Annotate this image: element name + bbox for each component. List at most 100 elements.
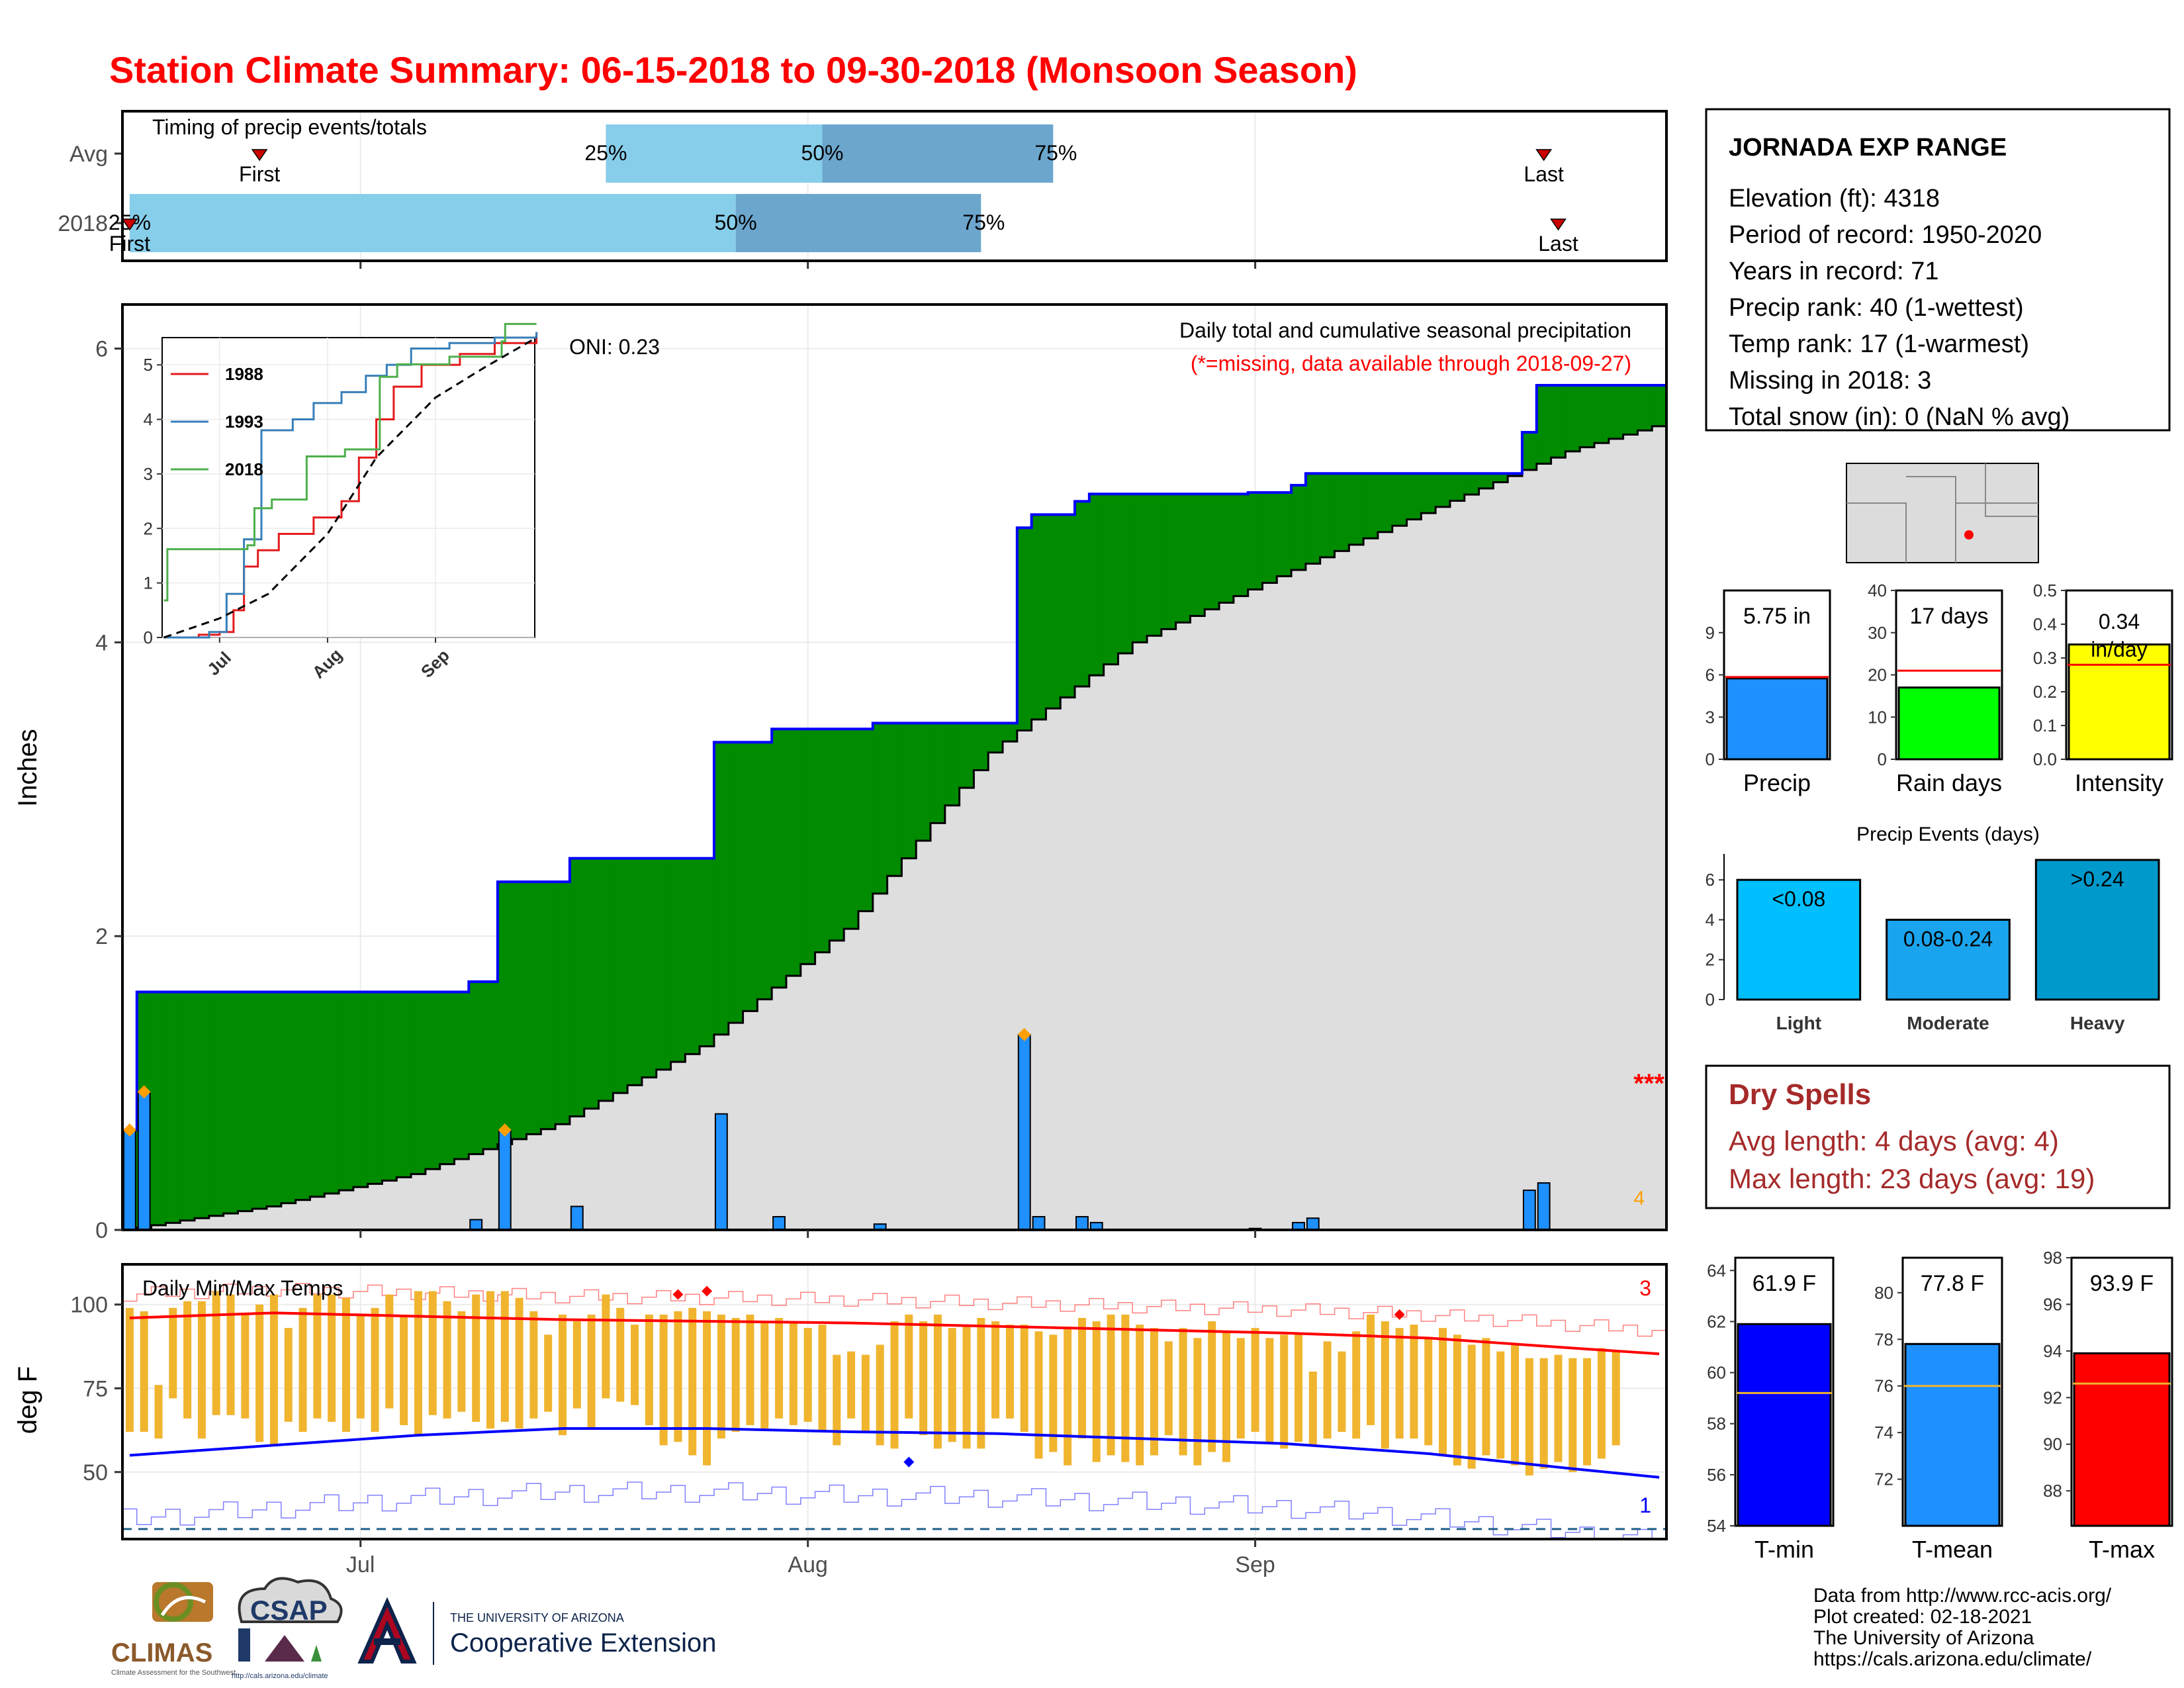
daily-temp-range-bar <box>1049 1335 1058 1452</box>
station-line: Period of record: 1950-2020 <box>1729 221 2042 249</box>
summary-value-label: 93.9 F <box>2090 1271 2154 1296</box>
station-line: Precip rank: 40 (1-wettest) <box>1729 294 2024 322</box>
surplus-segment <box>1377 473 1393 532</box>
precip-event-category: Heavy <box>2070 1013 2125 1033</box>
daily-temp-range-bar <box>356 1314 365 1419</box>
temp-x-tick-label: Jul <box>346 1552 375 1577</box>
station-line: Years in record: 71 <box>1729 258 1939 285</box>
surplus-segment <box>353 992 369 1188</box>
surplus-segment <box>1349 473 1364 545</box>
surplus-segment <box>858 729 874 912</box>
summary-y-tick-label: 62 <box>1707 1311 1726 1331</box>
last-event-marker <box>1550 218 1567 231</box>
surplus-segment <box>887 723 903 876</box>
daily-temp-range-bar <box>890 1321 899 1449</box>
daily-temp-range-bar <box>414 1291 422 1436</box>
record-high-marker <box>1394 1309 1405 1320</box>
summary-y-tick-label: 30 <box>1868 623 1887 643</box>
summary-y-tick-label: 94 <box>2043 1341 2062 1361</box>
dry-spells-box: Dry Spells Avg length: 4 days (avg: 4) M… <box>1705 1064 2171 1209</box>
surplus-segment <box>1089 494 1105 676</box>
surplus-segment <box>1435 473 1451 507</box>
inset-y-tick-label: 5 <box>144 355 153 375</box>
daily-precip-bar <box>772 1216 786 1230</box>
daily-temp-range-bar <box>1077 1317 1086 1439</box>
timing-first-label: First <box>109 232 150 256</box>
inset-series-line <box>163 322 537 602</box>
summary-y-tick-label: 0.3 <box>2033 648 2057 668</box>
daily-temp-range-bar <box>775 1317 784 1419</box>
surplus-segment <box>151 992 167 1225</box>
daily-temp-range-bar <box>140 1311 148 1432</box>
station-info-box: JORNADA EXP RANGE Elevation (ft): 4318 P… <box>1705 108 2171 432</box>
summary-y-tick-label: 6 <box>1706 665 1715 685</box>
summary-y-tick-label: 72 <box>1874 1470 1893 1489</box>
surplus-segment <box>411 992 426 1174</box>
record-daily-marker <box>498 1123 512 1137</box>
surplus-segment <box>1190 494 1205 616</box>
daily-temp-range-bar <box>1338 1351 1346 1432</box>
oni-label: ONI: 0.23 <box>569 335 660 359</box>
daily-temp-range-bar <box>1583 1358 1592 1466</box>
surplus-segment <box>931 723 946 823</box>
surplus-segment <box>367 992 383 1184</box>
daily-temp-range-bar <box>341 1297 350 1432</box>
surplus-segment <box>829 729 844 941</box>
surplus-segment <box>1363 473 1379 539</box>
daily-temp-range-bar <box>1539 1358 1548 1469</box>
events-y-tick-label: 0 <box>1706 990 1715 1009</box>
surplus-segment <box>483 981 498 1149</box>
daily-temp-range-bar <box>587 1314 596 1429</box>
surplus-segment <box>382 992 397 1181</box>
summary-y-tick-label: 60 <box>1707 1363 1726 1383</box>
surplus-segment <box>901 723 917 859</box>
surplus-segment <box>1161 494 1177 630</box>
surplus-segment <box>1031 514 1047 720</box>
precip-panel-title: Daily total and cumulative seasonal prec… <box>1179 318 1631 342</box>
surplus-segment <box>569 858 585 1117</box>
daily-temp-range-bar <box>1525 1358 1533 1476</box>
summary-value-label: 17 days <box>1909 604 1988 629</box>
daily-temp-range-bar <box>385 1294 394 1409</box>
timing-first-label: First <box>239 162 280 186</box>
dry-spells-title: Dry Spells <box>1729 1078 1871 1111</box>
summary-y-tick-label: 90 <box>2043 1434 2062 1454</box>
surplus-segment <box>1262 492 1277 583</box>
surplus-segment <box>613 858 628 1094</box>
summary-y-tick-label: 64 <box>1707 1260 1726 1280</box>
y-tick-label: 6 <box>95 337 108 362</box>
cumulative-2018-line <box>122 384 1666 1230</box>
missing-count: 4 <box>1633 1188 1645 1209</box>
summary-category-label: T-mean <box>1912 1536 1993 1563</box>
surplus-segment <box>959 723 975 788</box>
events-y-tick-label: 6 <box>1706 870 1715 890</box>
surplus-segment <box>598 858 614 1101</box>
summary-y-tick-label: 74 <box>1874 1423 1893 1442</box>
summary-category-label: Rain days <box>1896 769 2002 796</box>
summary-y-tick-label: 96 <box>2043 1294 2062 1314</box>
summary-category-label: Intensity <box>2075 769 2163 796</box>
record-high-marker <box>702 1286 713 1297</box>
daily-temp-range-bar <box>544 1335 553 1412</box>
summary-bar <box>1904 1342 2001 1527</box>
inset-legend-label: 1988 <box>225 364 263 384</box>
csap-logo: CSAP http://cals.arizona.edu/climate <box>232 1577 343 1680</box>
precip-event-bar <box>1886 918 2011 1001</box>
csap-url: http://cals.arizona.edu/climate <box>232 1672 328 1680</box>
record-high-marker <box>672 1289 684 1300</box>
summary-y-tick-label: 0.1 <box>2033 716 2057 735</box>
chart-title: Station Climate Summary: 06-15-2018 to 0… <box>109 49 1357 91</box>
timing-label-50: 50% <box>801 141 843 165</box>
daily-temp-range-bar <box>1295 1335 1303 1442</box>
daily-temp-range-bar <box>1424 1338 1433 1446</box>
daily-temp-range-bar <box>1280 1335 1289 1449</box>
surplus-segment <box>339 992 354 1191</box>
daily-temp-range-bar <box>241 1314 250 1419</box>
record-low-marker <box>903 1456 915 1468</box>
summary-y-tick-label: 92 <box>2043 1387 2062 1407</box>
temp-y-tick-label: 50 <box>83 1460 108 1485</box>
locator-map <box>1846 463 2039 563</box>
first-event-marker <box>121 218 138 231</box>
daily-temp-range-bar <box>688 1307 697 1456</box>
surplus-segment <box>641 858 657 1078</box>
